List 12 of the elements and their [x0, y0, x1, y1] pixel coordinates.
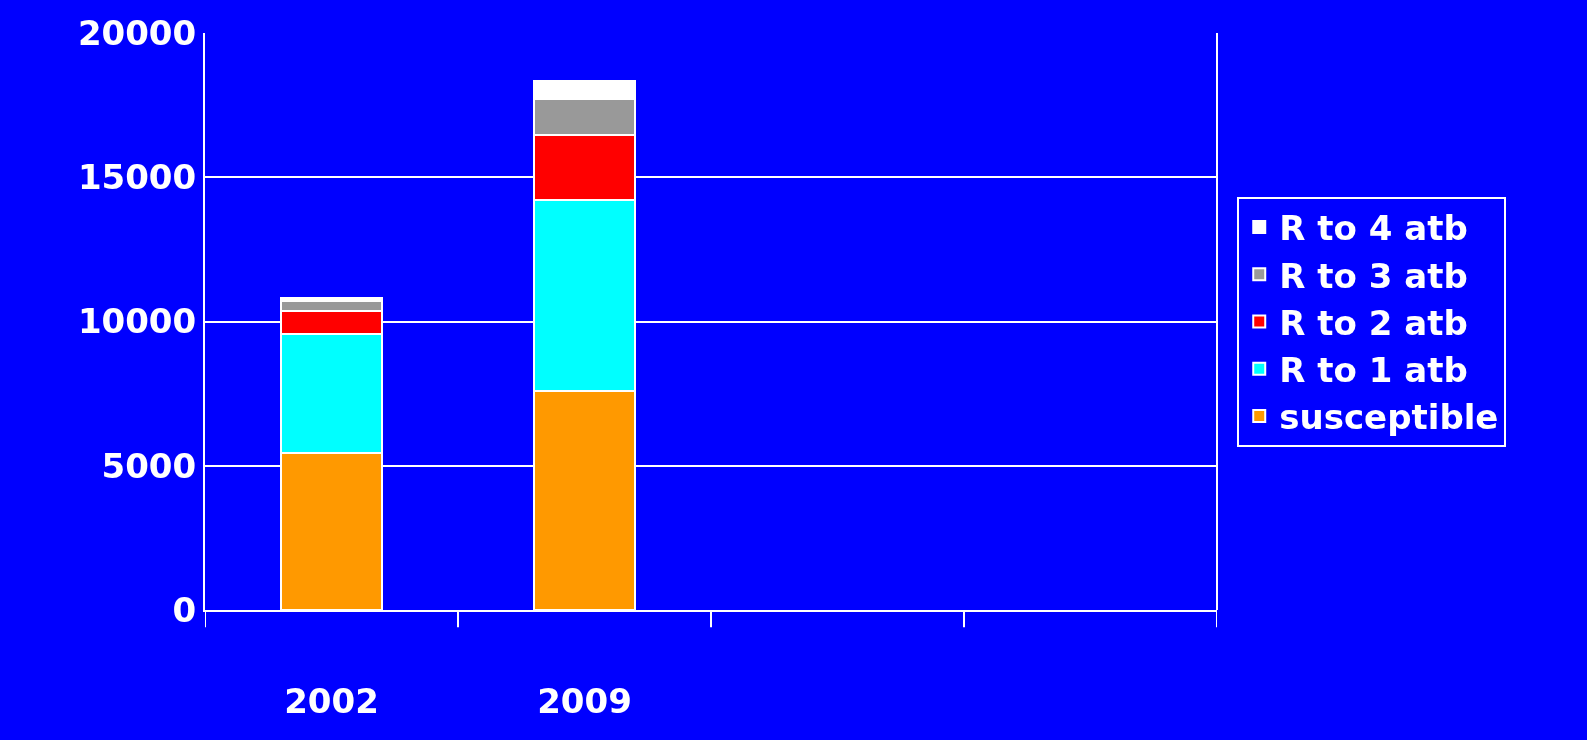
x-tick-label: 2002 — [284, 680, 379, 721]
y-tick-label: 0 — [172, 589, 197, 630]
y-tick-label: 15000 — [77, 157, 197, 198]
x-tick-label: 2009 — [537, 680, 632, 721]
legend-label: R to 1 atb — [1279, 349, 1468, 390]
legend-label: susceptible — [1279, 397, 1499, 438]
legend-label: R to 2 atb — [1279, 302, 1468, 343]
y-tick-label: 10000 — [77, 301, 197, 342]
legend-label: R to 4 atb — [1279, 208, 1468, 249]
legend-label: R to 3 atb — [1279, 255, 1468, 296]
y-tick-label: 5000 — [101, 445, 197, 486]
y-tick-label: 20000 — [77, 12, 197, 53]
